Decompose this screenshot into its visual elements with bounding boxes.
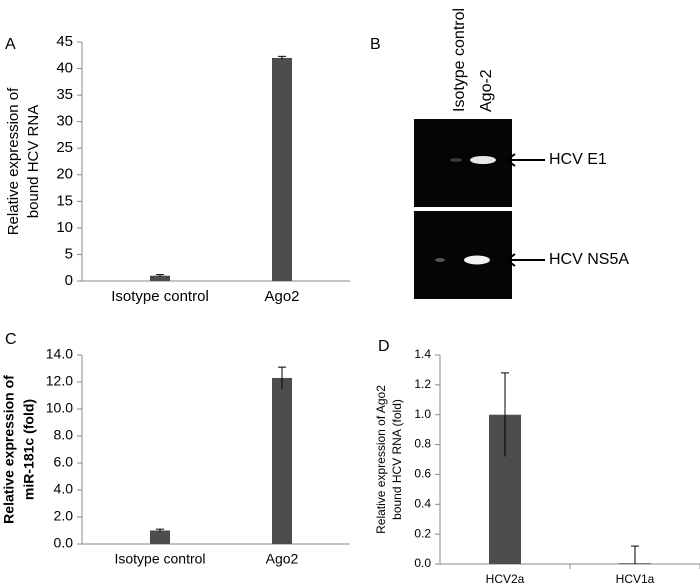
y-tick-label: 0.2	[414, 526, 431, 540]
y-tick-label: 15	[56, 192, 73, 209]
band-label: HCV NS5A	[549, 251, 629, 268]
y-axis-label: bound HCV RNA (fold)	[390, 399, 404, 520]
y-tick-label: 20	[56, 166, 73, 183]
x-tick-label: Ago2	[264, 288, 299, 305]
gel-band	[470, 156, 496, 164]
y-tick-label: 35	[56, 86, 73, 103]
y-tick-label: 0.0	[414, 556, 431, 570]
x-tick-label: Isotype control	[114, 551, 205, 567]
y-tick-label: 0.8	[414, 437, 431, 451]
arrow	[505, 153, 545, 267]
y-axis-label: miR-181c (fold)	[21, 399, 37, 500]
y-tick-label: 10.0	[46, 400, 73, 416]
y-tick-label: 12.0	[46, 373, 73, 389]
bar	[150, 275, 170, 281]
gel-image	[414, 119, 512, 207]
panel-letter: D	[378, 338, 390, 355]
y-tick-label: 5	[65, 245, 73, 262]
panel-letter: A	[5, 36, 16, 53]
x-tick-label: HCV2a	[486, 572, 525, 586]
bar	[272, 57, 292, 281]
y-tick-label: 45	[56, 33, 73, 50]
y-tick-label: 8.0	[54, 427, 74, 443]
y-tick-label: 2.0	[54, 508, 74, 524]
y-tick-label: 1.2	[414, 377, 431, 391]
bar	[272, 377, 292, 544]
y-axis-label: bound HCV RNA	[25, 105, 42, 218]
y-tick-label: 4.0	[54, 481, 74, 497]
y-tick-label: 25	[56, 139, 73, 156]
x-tick-label: Ago2	[266, 551, 299, 567]
panel-letter: B	[370, 36, 381, 53]
y-tick-label: 0.4	[414, 496, 431, 510]
y-tick-label: 6.0	[54, 454, 74, 470]
y-tick-label: 30	[56, 113, 73, 130]
y-tick-label: 0.0	[54, 535, 74, 551]
y-axis-label: Relative expression of	[1, 375, 17, 524]
x-tick-label: HCV1a	[616, 572, 655, 586]
y-tick-label: 10	[56, 219, 73, 236]
gel-band	[464, 255, 490, 265]
lane-label: Isotype control	[451, 8, 468, 112]
band-label: HCV E1	[549, 151, 607, 168]
x-tick-label: Isotype control	[111, 288, 209, 305]
y-axis-label: Relative expression of	[5, 87, 22, 235]
bar	[150, 530, 170, 544]
y-tick-label: 0	[65, 272, 73, 289]
y-tick-label: 40	[56, 60, 73, 77]
panel-letter: C	[5, 331, 17, 348]
gel-band	[450, 158, 462, 162]
gel-image	[414, 211, 512, 299]
lane-label: Ago-2	[478, 69, 495, 112]
gel-band	[435, 258, 445, 262]
y-tick-label: 1.0	[414, 407, 431, 421]
y-tick-label: 0.6	[414, 467, 431, 481]
y-tick-label: 14.0	[46, 346, 73, 362]
y-tick-label: 1.4	[414, 347, 431, 361]
y-axis-label: Relative expression of Ago2	[374, 385, 388, 534]
